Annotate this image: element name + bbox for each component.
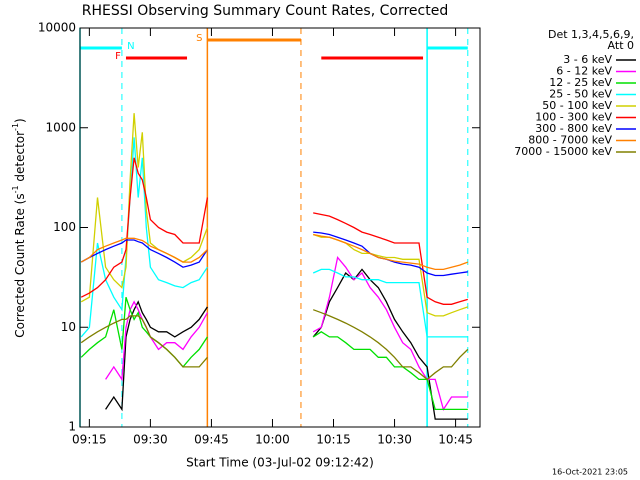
x-tick-label: 09:30 [133,433,168,447]
chart-title: RHESSI Observing Summary Count Rates, Co… [82,3,448,19]
legend-title: Det 1,3,4,5,6,9, [548,28,634,41]
legend-label: 3 - 6 keV [563,53,612,66]
legend-label: 50 - 100 keV [542,99,612,112]
legend-label: 12 - 25 keV [549,76,612,89]
legend-label: 25 - 50 keV [549,88,612,101]
y-axis-label-part: Corrected Count Rate (s [13,193,27,337]
legend-label: 300 - 800 keV [535,122,612,135]
x-tick-label: 10:45 [438,433,473,447]
y-axis-label: Corrected Count Rate (s-1 detector-1) [11,118,27,337]
y-tick-label: 1 [68,420,76,434]
y-axis-label-part: detector [13,131,27,186]
legend-label: 6 - 12 keV [556,65,612,78]
flag-label: N [127,41,134,52]
y-axis-label-part: ) [13,118,27,123]
x-axis-label: Start Time (03-Jul-02 09:12:42) [186,456,374,470]
y-axis-label-part: -1 [11,123,20,131]
flag-label: F [115,51,121,62]
footer: 16-Oct-2021 23:05 [552,468,628,477]
flag-label: S [196,33,202,44]
x-tick-label: 09:45 [194,433,229,447]
series-line [80,309,469,381]
x-tick-label: 10:00 [255,433,290,447]
legend-title: Att 0 [608,39,634,52]
x-tick-label: 10:30 [377,433,412,447]
y-axis-label-part: -1 [11,185,20,193]
legend-label: 7000 - 15000 keV [514,145,612,158]
y-tick-label: 10000 [38,21,76,35]
series-line [105,268,468,420]
y-tick-label: 1000 [45,120,76,134]
series-line [80,157,468,305]
series-line [80,233,469,271]
x-tick-label: 09:15 [72,433,107,447]
y-tick-label: 100 [53,220,76,234]
legend-label: 800 - 7000 keV [528,134,612,147]
legend-label: 100 - 300 keV [535,111,612,124]
x-tick-label: 10:15 [316,433,351,447]
y-tick-label: 10 [61,320,76,334]
